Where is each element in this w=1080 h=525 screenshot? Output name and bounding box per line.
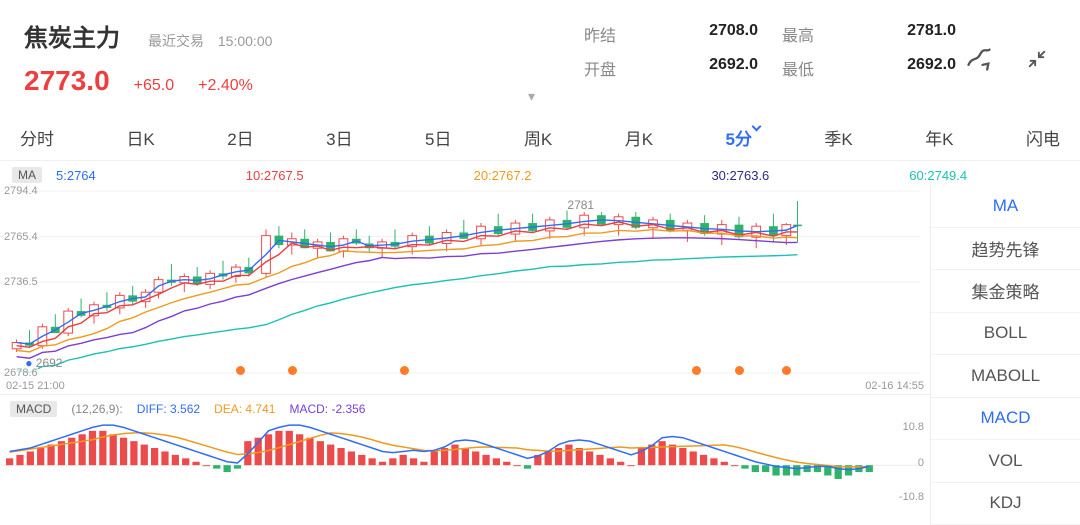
high-label: 最高 [782,22,832,46]
price-chart[interactable]: 2781 ● 2692 02-15 21:00 02-16 14:55 2794… [0,185,930,395]
timeframe-tab[interactable]: 日K [126,125,154,150]
macd-y-mid: 0 [918,457,924,469]
timeframe-tab[interactable]: 季K [824,125,852,150]
indicator-item[interactable]: MABOLL [931,355,1080,398]
ma-legend-item: 20:2767.2 [474,168,532,183]
timeframe-tab[interactable]: 3日 [326,125,352,150]
ma-legend-item: 5:2764 [56,168,96,183]
open-label: 开盘 [584,56,634,80]
signal-dot [692,366,701,375]
chart-peak-label: 2781 [567,198,594,212]
last-trade: 最近交易 15:00:00 [148,31,272,51]
timeframe-tab[interactable]: 年K [925,125,953,150]
macd-val: MACD: -2.356 [289,402,365,416]
low-label: 最低 [782,56,832,80]
y-axis-label: 2678.6 [4,367,38,379]
ma-legend: MA 5:2764 10:2767.5 20:2767.2 30:2763.6 60:2… [0,160,1080,185]
indicator-item[interactable]: VOL [931,440,1080,483]
high-value: 2781.0 [856,22,956,46]
macd-y-top: 10.8 [903,421,924,433]
price-change-pct: +2.40% [198,77,253,95]
chevron-down-icon[interactable]: ▾ [528,88,535,105]
low-value: 2692.0 [856,56,956,80]
signal-dot [735,366,744,375]
indicator-item[interactable]: MA [931,185,1080,228]
macd-y-bot: -10.8 [899,491,924,503]
timeframe-tab[interactable]: 分时 [20,125,54,150]
open-value: 2692.0 [658,56,758,80]
timeframe-tab[interactable]: 5分 [726,125,752,150]
last-price: 2773.0 [24,65,110,97]
prev-close-label: 昨结 [584,22,634,46]
macd-legend: MACD (12,26,9): DIFF: 3.562 DEA: 4.741 M… [0,399,930,419]
ma-chip: MA [12,167,42,183]
macd-params: (12,26,9): [71,402,122,416]
signal-dots-row [0,366,930,376]
signal-dot [782,366,791,375]
macd-dea: DEA: 4.741 [214,402,275,416]
indicator-item[interactable]: MACD [931,398,1080,441]
signal-dot [236,366,245,375]
y-axis-label: 2765.4 [4,231,38,243]
instrument-title: 焦炭主力 [24,18,120,53]
last-trade-time: 15:00:00 [218,33,273,49]
prev-close-value: 2708.0 [658,22,758,46]
timeframe-tab[interactable]: 月K [625,125,653,150]
timeframe-tabs: 分时 日K 2日 3日 5日 周K 月K 5分 季K 年K 闪电 [0,97,1080,160]
header-left: 焦炭主力 最近交易 15:00:00 2773.0 +65.0 +2.40% [24,18,584,97]
indicator-sidebar: MA趋势先锋集金策略BOLLMABOLLMACDVOLKDJ [930,185,1080,525]
macd-panel: MACD (12,26,9): DIFF: 3.562 DEA: 4.741 M… [0,399,930,509]
y-axis-label: 2794.4 [4,185,38,197]
chart-column: 2781 ● 2692 02-15 21:00 02-16 14:55 2794… [0,185,930,525]
indicator-item[interactable]: 集金策略 [931,270,1080,313]
timeframe-tab[interactable]: 2日 [227,125,253,150]
macd-diff: DIFF: 3.562 [137,402,200,416]
timeframe-tab[interactable]: 闪电 [1026,125,1060,150]
ohlc-grid: 昨结 2708.0 最高 2781.0 开盘 2692.0 最低 2692.0 [584,18,956,97]
indicator-item[interactable]: 趋势先锋 [931,228,1080,271]
signal-dot [288,366,297,375]
collapse-icon[interactable] [1022,44,1052,74]
header-bar: 焦炭主力 最近交易 15:00:00 2773.0 +65.0 +2.40% 昨… [0,0,1080,97]
indicator-item[interactable]: BOLL [931,313,1080,356]
timeframe-tab[interactable]: 周K [524,125,552,150]
draw-icon[interactable] [964,44,994,74]
y-axis-label: 2736.5 [4,276,38,288]
signal-dot [400,366,409,375]
macd-chart[interactable]: 10.8 0 -10.8 [0,419,930,503]
x-axis-end: 02-16 14:55 [865,380,924,392]
ma-legend-item: 60:2749.4 [909,168,967,183]
last-trade-label: 最近交易 [148,33,204,49]
indicator-item[interactable]: KDJ [931,483,1080,525]
x-axis-start: 02-15 21:00 [6,380,65,392]
main-area: 2781 ● 2692 02-15 21:00 02-16 14:55 2794… [0,185,1080,525]
ma-legend-item: 10:2767.5 [246,168,304,183]
ma-legend-item: 30:2763.6 [711,168,769,183]
timeframe-tab[interactable]: 5日 [425,125,451,150]
macd-chip: MACD [10,401,57,417]
price-change: +65.0 [134,77,174,95]
